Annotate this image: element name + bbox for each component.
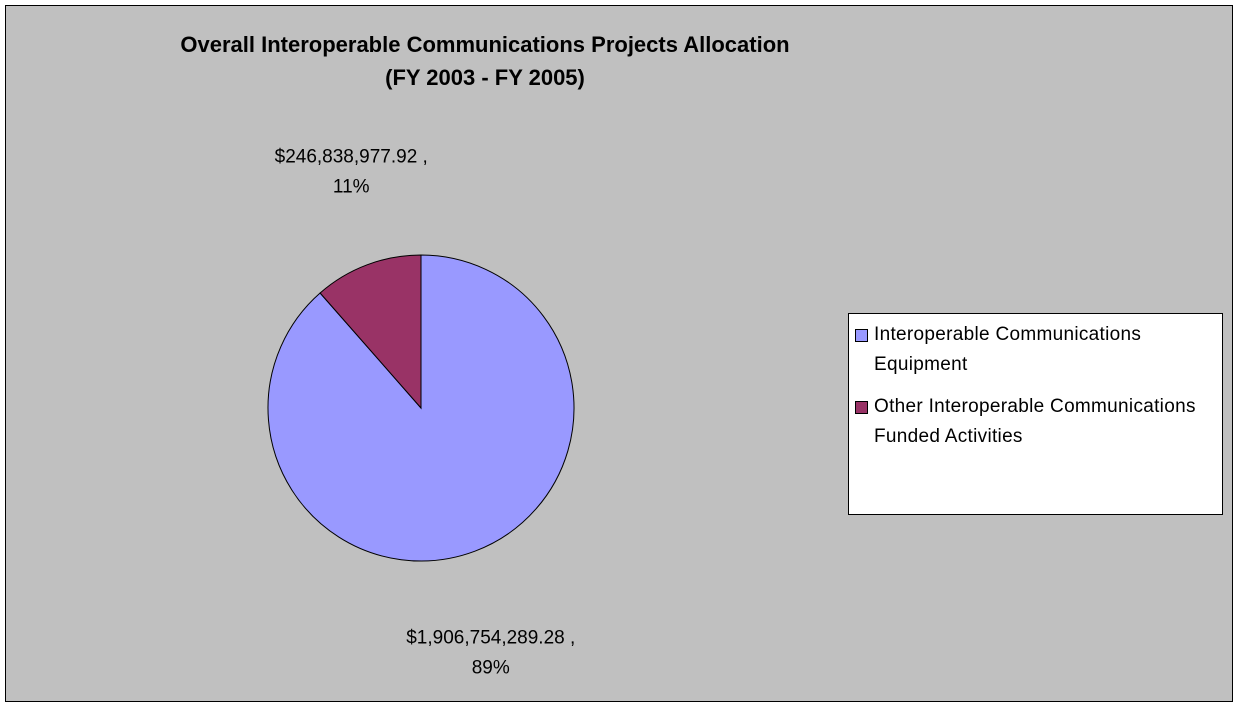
legend-swatch [855,401,868,414]
legend-entry: Interoperable Communications Equipment [855,320,1218,380]
legend-swatch [855,329,868,342]
legend-entry: Other Interoperable Communications Funde… [855,392,1218,452]
legend-label: Interoperable Communications Equipment [874,324,1142,375]
legend-label: Other Interoperable Communications Funde… [874,396,1196,447]
data-label: $1,906,754,289.28 , [406,627,575,648]
chart-title: Overall Interoperable Communications Pro… [180,32,789,57]
pie-slice [319,254,422,410]
legend: Interoperable Communications Equipment Ot… [848,313,1223,515]
chart-title: (FY 2003 - FY 2005) [385,65,585,90]
data-label: 89% [472,657,510,678]
data-label: $246,838,977.92 , [275,147,428,168]
data-label: 11% [333,177,370,198]
